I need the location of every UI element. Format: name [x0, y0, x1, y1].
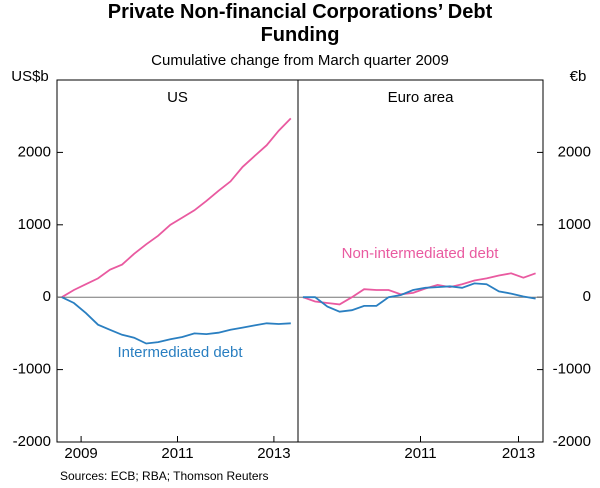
y-tick-label: -2000 — [13, 433, 51, 450]
series-line — [302, 272, 536, 306]
panel-title: US — [167, 89, 188, 106]
y-tick-label: 1000 — [18, 216, 51, 233]
y-tick-label: 2000 — [558, 143, 591, 160]
y-axis-label: US$b — [11, 68, 49, 85]
series-line — [61, 296, 291, 345]
series-annotation: Non-intermediated debt — [342, 245, 500, 262]
x-tick-label: 2009 — [64, 445, 97, 462]
source-note: Sources: ECB; RBA; Thomson Reuters — [60, 469, 269, 483]
chart-title: Private Non-financial Corporations’ Debt… — [108, 1, 493, 46]
y-tick-label: 0 — [583, 288, 591, 305]
x-tick-label: 2013 — [257, 445, 290, 462]
plot-frame — [56, 79, 544, 443]
y-axis-label: €b — [570, 68, 587, 85]
chart-subtitle: Cumulative change from March quarter 200… — [151, 52, 449, 69]
y-tick-label: -2000 — [553, 433, 591, 450]
series-line — [302, 282, 536, 313]
series-line — [61, 117, 292, 298]
y-tick-label: 2000 — [18, 143, 51, 160]
y-tick-label: 1000 — [558, 216, 591, 233]
y-tick-label: 0 — [43, 288, 51, 305]
panel-title: Euro area — [388, 89, 455, 106]
x-tick-label: 2011 — [404, 445, 436, 462]
y-tick-label: -1000 — [13, 361, 51, 378]
series-annotation: Intermediated debt — [117, 344, 243, 361]
x-tick-label: 2011 — [161, 445, 193, 462]
y-tick-label: -1000 — [553, 361, 591, 378]
x-tick-label: 2013 — [502, 445, 535, 462]
